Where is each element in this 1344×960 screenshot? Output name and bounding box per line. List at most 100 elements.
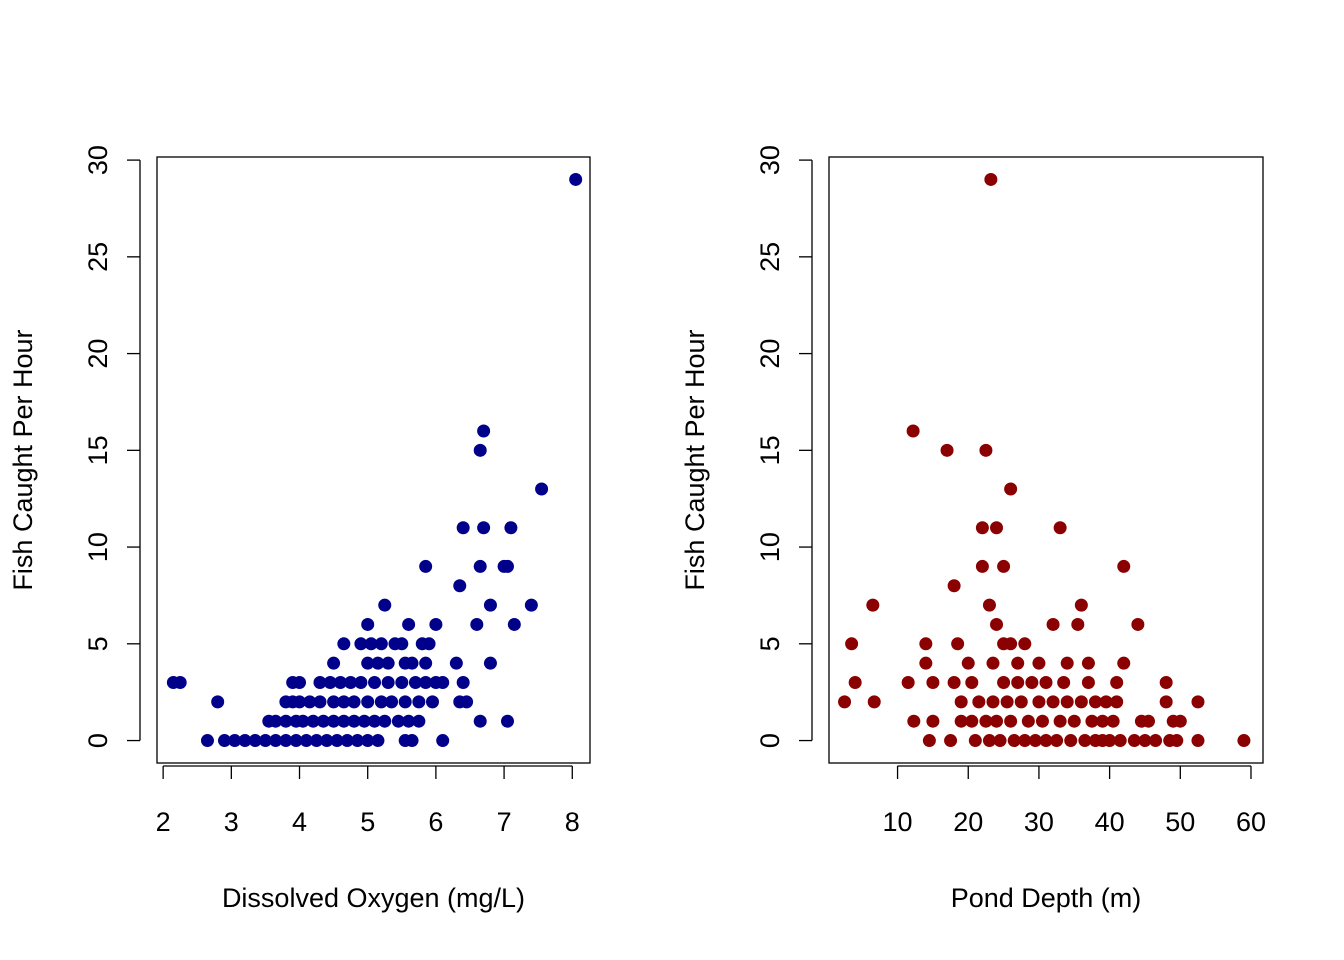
point	[922, 734, 936, 748]
point	[1032, 695, 1046, 709]
point	[1138, 734, 1152, 748]
point	[947, 676, 961, 690]
point	[1110, 676, 1124, 690]
point	[982, 734, 996, 748]
point	[1074, 695, 1088, 709]
point	[1106, 714, 1120, 728]
point	[1025, 676, 1039, 690]
point	[293, 676, 307, 690]
point	[524, 598, 538, 612]
point	[347, 695, 361, 709]
point	[483, 656, 497, 670]
point	[845, 637, 859, 651]
point	[1074, 598, 1088, 612]
point	[449, 656, 463, 670]
point	[354, 676, 368, 690]
point	[470, 617, 484, 631]
point	[907, 714, 921, 728]
point	[327, 656, 341, 670]
point	[990, 521, 1004, 535]
point	[1149, 734, 1163, 748]
point	[979, 714, 993, 728]
point	[986, 695, 1000, 709]
point	[906, 424, 920, 438]
point	[993, 734, 1007, 748]
point	[361, 695, 375, 709]
point	[385, 695, 399, 709]
point	[1000, 695, 1014, 709]
point	[395, 676, 409, 690]
point	[293, 695, 307, 709]
point	[1159, 676, 1173, 690]
point	[453, 579, 467, 593]
point	[965, 676, 979, 690]
point	[378, 714, 392, 728]
point	[337, 714, 351, 728]
x-tick-label: 10	[883, 807, 913, 837]
point	[258, 734, 272, 748]
point	[483, 598, 497, 612]
point	[395, 637, 409, 651]
point	[986, 656, 1000, 670]
point	[1113, 734, 1127, 748]
point	[340, 734, 354, 748]
point	[954, 714, 968, 728]
point	[866, 598, 880, 612]
point	[211, 695, 225, 709]
y-tick-label: 25	[755, 242, 785, 272]
point	[1014, 695, 1028, 709]
point	[361, 734, 375, 748]
point	[1060, 656, 1074, 670]
point	[337, 637, 351, 651]
point	[979, 443, 993, 457]
point	[303, 695, 317, 709]
point	[361, 617, 375, 631]
point	[1050, 734, 1064, 748]
point	[361, 656, 375, 670]
point	[473, 714, 487, 728]
point	[368, 676, 382, 690]
point	[320, 734, 334, 748]
point	[460, 695, 474, 709]
point	[1110, 695, 1124, 709]
point	[1032, 656, 1046, 670]
point	[238, 734, 252, 748]
point	[477, 424, 491, 438]
point	[500, 714, 514, 728]
point	[1081, 676, 1095, 690]
y-tick-label: 20	[755, 339, 785, 369]
point	[1088, 695, 1102, 709]
point	[901, 676, 915, 690]
point	[535, 482, 549, 496]
point	[1039, 676, 1053, 690]
y-tick-label: 15	[83, 435, 113, 465]
x-tick-label: 7	[497, 807, 512, 837]
point	[1007, 734, 1021, 748]
x-tick-label: 3	[224, 807, 239, 837]
point	[456, 676, 470, 690]
y-tick-label: 10	[755, 532, 785, 562]
point	[940, 443, 954, 457]
point	[947, 579, 961, 593]
x-tick-label: 6	[428, 807, 443, 837]
point	[306, 714, 320, 728]
point	[368, 714, 382, 728]
point	[1117, 559, 1131, 573]
point	[323, 676, 337, 690]
point	[975, 521, 989, 535]
y-tick-label: 0	[755, 733, 785, 748]
point	[1057, 676, 1071, 690]
point	[473, 559, 487, 573]
point	[867, 695, 881, 709]
point	[419, 676, 433, 690]
point	[327, 695, 341, 709]
point	[1018, 637, 1032, 651]
point	[1004, 714, 1018, 728]
point	[1028, 734, 1042, 748]
point	[507, 617, 521, 631]
y-tick-label: 15	[755, 435, 785, 465]
point	[951, 637, 965, 651]
point	[1237, 734, 1251, 748]
point	[269, 734, 283, 748]
